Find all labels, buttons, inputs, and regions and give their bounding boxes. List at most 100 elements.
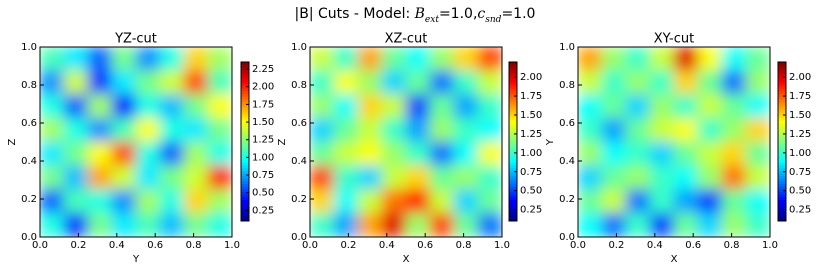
colorbar-strip xyxy=(778,210,786,214)
colorbar-tick-label: 0.75 xyxy=(520,167,542,178)
heatmap-cell xyxy=(135,117,161,143)
colorbar-strip xyxy=(241,96,249,100)
heatmap-cell xyxy=(207,94,232,119)
colorbar-strip xyxy=(509,165,517,169)
heatmap-cell xyxy=(40,141,65,167)
heatmap-cell xyxy=(625,70,651,95)
colorbar-tick-label: 0.50 xyxy=(789,186,811,197)
colorbar-strip xyxy=(241,69,249,73)
x-tick-label: 0.8 xyxy=(186,240,202,251)
heatmap-cell xyxy=(333,94,359,119)
heatmap-cell xyxy=(405,212,431,237)
heatmap-cell xyxy=(357,165,383,190)
colorbar-strip xyxy=(509,210,517,214)
colorbar-strip xyxy=(778,104,786,108)
colorbar-strip xyxy=(778,130,786,134)
plot-frame xyxy=(39,46,233,238)
heatmap-cell xyxy=(183,165,209,190)
colorbar-strip xyxy=(778,75,786,79)
heatmap-cell xyxy=(673,165,699,190)
colorbar-strip xyxy=(241,189,249,193)
colorbar-strip xyxy=(778,165,786,169)
colorbar-strip xyxy=(509,196,517,200)
heatmap-cell xyxy=(745,70,770,95)
heatmap-cell xyxy=(405,165,431,190)
heatmap-cell xyxy=(63,141,89,167)
y-axis-label: Z xyxy=(7,138,18,145)
colorbar-strip xyxy=(509,69,517,73)
heatmap-cell xyxy=(601,212,627,237)
colorbar-strip xyxy=(241,186,249,190)
colorbar-strip xyxy=(509,67,517,71)
heatmap-cell xyxy=(310,212,335,237)
colorbar-strip xyxy=(241,202,249,206)
colorbar-strip xyxy=(241,146,249,150)
heatmap-cell xyxy=(429,47,455,72)
colorbar-strip xyxy=(241,75,249,79)
heatmap-cell xyxy=(87,47,113,72)
heatmap-cell xyxy=(357,117,383,143)
title-part: c xyxy=(477,6,485,22)
colorbar-strip xyxy=(778,69,786,73)
heatmap-cell xyxy=(159,141,185,167)
heatmap-cell xyxy=(578,47,603,72)
heatmap-cell xyxy=(87,117,113,143)
heatmap-cell xyxy=(453,212,479,237)
heatmap-cell xyxy=(721,141,747,167)
colorbar-strip xyxy=(241,85,249,89)
colorbar-strip xyxy=(778,183,786,187)
colorbar-strip xyxy=(509,143,517,147)
colorbar-strip xyxy=(241,157,249,161)
colorbar-strip xyxy=(241,175,249,179)
heatmap-cell xyxy=(135,165,161,190)
heatmap-cell xyxy=(601,189,627,214)
colorbar-strip xyxy=(241,181,249,185)
colorbar-strip xyxy=(778,173,786,177)
heatmap-cell xyxy=(63,117,89,143)
heatmap-cell xyxy=(40,94,65,119)
colorbar-tick-label: 1.00 xyxy=(252,152,274,163)
heatmap-cell xyxy=(87,189,113,214)
colorbar-strip xyxy=(241,154,249,158)
heatmap-cell xyxy=(601,47,627,72)
heatmap-cell xyxy=(673,189,699,214)
heatmap-cell xyxy=(745,141,770,167)
colorbar-strip xyxy=(509,101,517,105)
heatmap-cell xyxy=(697,165,723,190)
x-tick-label: 0.0 xyxy=(302,240,318,251)
heatmap-cell xyxy=(40,212,65,237)
title-part: |B| Cuts - Model: xyxy=(295,6,415,22)
heatmap-cell xyxy=(135,189,161,214)
colorbar-strip xyxy=(778,85,786,89)
heatmap-cell xyxy=(405,141,431,167)
heatmap-cell xyxy=(578,165,603,190)
heatmap-cell xyxy=(429,141,455,167)
colorbar-strip xyxy=(509,80,517,84)
colorbar-strip xyxy=(509,175,517,179)
colorbar-strip xyxy=(778,77,786,81)
heatmap-cell xyxy=(87,212,113,237)
heatmap-cell xyxy=(477,70,502,95)
heatmap-cell xyxy=(578,141,603,167)
heatmap-cell xyxy=(159,94,185,119)
heatmap-cell xyxy=(40,70,65,95)
colorbar-strip xyxy=(241,77,249,81)
heatmap-cell xyxy=(429,165,455,190)
colorbar-strip xyxy=(778,186,786,190)
colorbar-strip xyxy=(241,83,249,87)
heatmap-cell xyxy=(625,212,651,237)
heatmap-cell xyxy=(381,212,407,237)
heatmap-cell xyxy=(381,189,407,214)
colorbar-strip xyxy=(241,149,249,153)
colorbar-strip xyxy=(778,143,786,147)
heatmap-cell xyxy=(111,47,137,72)
heatmap-cell xyxy=(625,165,651,190)
colorbar-strip xyxy=(778,194,786,198)
heatmap-cell xyxy=(333,141,359,167)
colorbar-strip xyxy=(241,165,249,169)
colorbar-tick-label: 0.50 xyxy=(520,186,542,197)
colorbar-strip xyxy=(778,114,786,118)
heatmap-cell xyxy=(183,189,209,214)
colorbar-strip xyxy=(509,151,517,155)
colorbar-strip xyxy=(778,149,786,153)
